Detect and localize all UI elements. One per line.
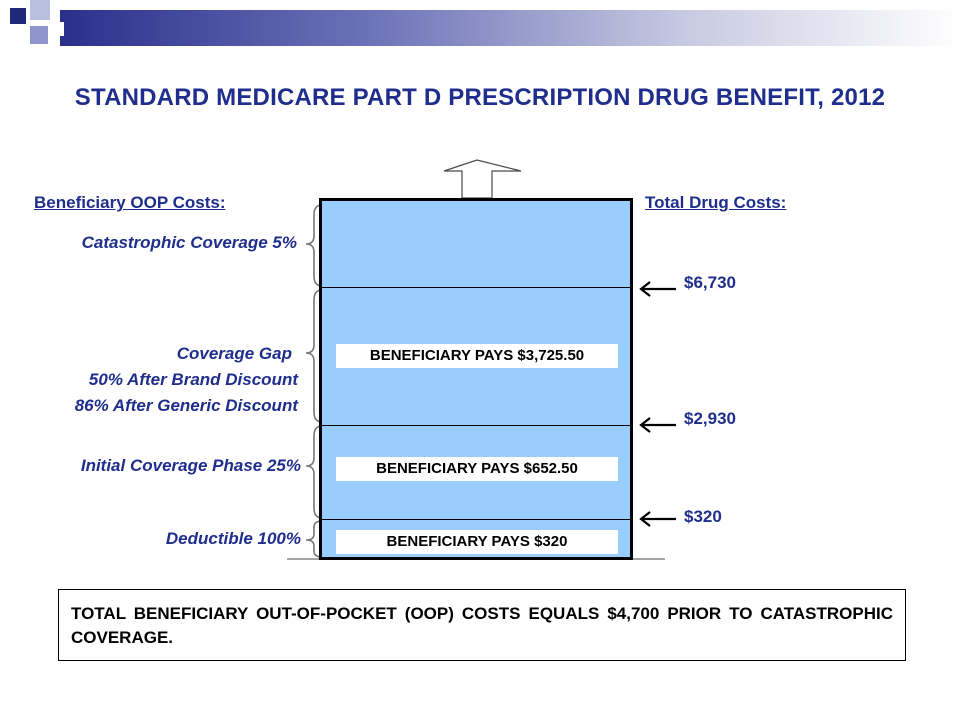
gap-label-line2: 50% After Brand Discount: [88, 370, 298, 389]
header-decoration: [0, 0, 960, 56]
brace-initial-icon: [305, 425, 323, 519]
arrow-left-icon: [639, 511, 676, 527]
header-square-mid: [30, 26, 48, 44]
divider-catastrophic: [322, 287, 630, 288]
threshold-gap: $2,930: [684, 409, 736, 428]
gap-label-line1: Coverage Gap: [176, 344, 292, 363]
brace-deductible-icon: [305, 520, 323, 558]
threshold-deductible: $320: [684, 507, 722, 526]
header-square-dark: [10, 8, 26, 24]
divider-gap: [322, 425, 630, 426]
arrow-left-icon: [639, 281, 676, 297]
gap-pays-label: BENEFICIARY PAYS $3,725.50: [336, 344, 618, 368]
initial-pays-label: BENEFICIARY PAYS $652.50: [336, 457, 618, 481]
page-title: STANDARD MEDICARE PART D PRESCRIPTION DR…: [74, 84, 886, 111]
header-square-light: [30, 0, 50, 20]
header-gradient-bar: [60, 10, 960, 46]
drug-cost-bar: BENEFICIARY PAYS $3,725.50 BENEFICIARY P…: [319, 198, 633, 560]
header-square-white: [50, 22, 64, 36]
brace-catastrophic-icon: [305, 204, 323, 287]
left-column-header: Beneficiary OOP Costs:: [34, 193, 226, 212]
gap-label-line3: 86% After Generic Discount: [74, 396, 298, 415]
right-column-header: Total Drug Costs:: [645, 193, 787, 212]
total-oop-note: TOTAL BENEFICIARY OUT-OF-POCKET (OOP) CO…: [58, 589, 906, 661]
divider-deductible: [322, 519, 630, 520]
deductible-pays-label: BENEFICIARY PAYS $320: [336, 530, 618, 554]
threshold-catastrophic: $6,730: [684, 273, 736, 292]
arrow-left-icon: [639, 417, 676, 433]
initial-label: Initial Coverage Phase 25%: [80, 456, 301, 475]
deductible-label: Deductible 100%: [165, 529, 301, 548]
up-arrow-icon: [443, 159, 522, 199]
catastrophic-label: Catastrophic Coverage 5%: [81, 233, 297, 252]
brace-gap-icon: [305, 289, 323, 423]
